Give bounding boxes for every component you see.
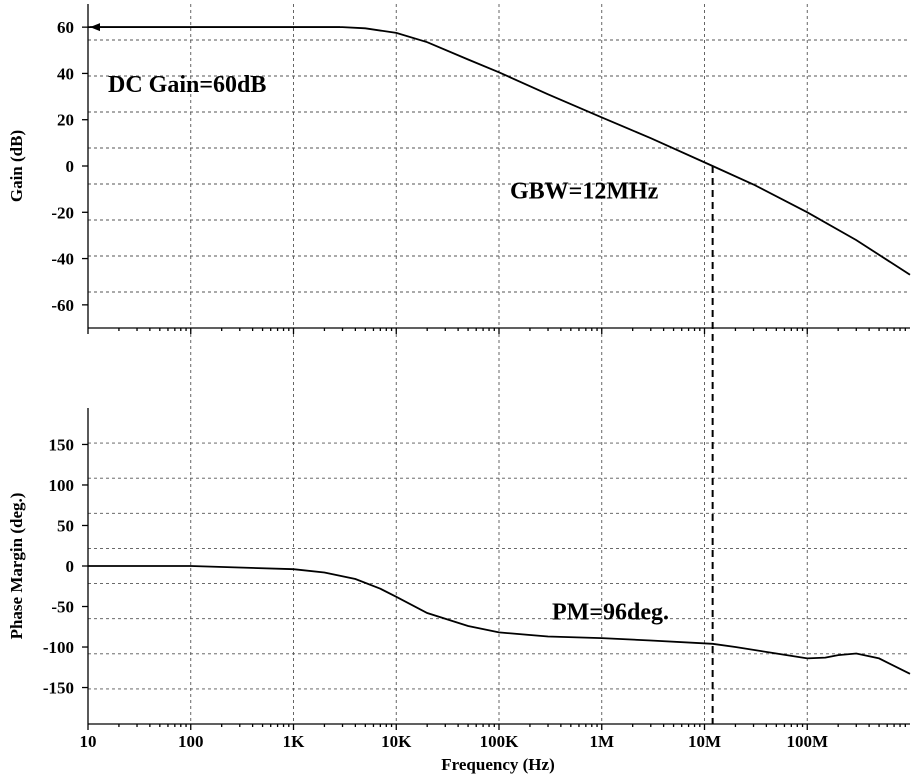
x-tick-label: 10	[80, 732, 97, 751]
y-tick-label: 20	[57, 111, 74, 130]
phase-panel: 150 100 50 0 -50 -100 -150 Phase Margin (deg.)	[7, 408, 911, 730]
phase-axis-title: Phase Margin (deg.)	[7, 493, 26, 640]
y-tick-label: 50	[57, 516, 74, 535]
x-tick-label: 100	[178, 732, 204, 751]
phase-curve	[88, 565, 911, 675]
y-tick-label: 0	[66, 557, 75, 576]
dc-gain-annotation: DC Gain=60dB	[108, 72, 266, 98]
gain-axis-title: Gain (dB)	[7, 130, 26, 202]
y-tick-label: -60	[51, 296, 74, 315]
y-tick-label: 0	[66, 157, 75, 176]
x-tick-label: 100M	[786, 732, 828, 751]
pm-annotation: PM=96deg.	[552, 599, 669, 625]
gbw-annotation: GBW=12MHz	[510, 178, 659, 204]
y-tick-label: 40	[57, 64, 74, 83]
y-tick-label: -150	[43, 679, 74, 698]
x-tick-label: 10K	[381, 732, 412, 751]
y-tick-label: 150	[49, 435, 75, 454]
x-axis-title: Frequency (Hz)	[441, 755, 554, 774]
y-tick-label: 60	[57, 18, 74, 37]
y-tick-label: -100	[43, 638, 74, 657]
y-tick-label: 100	[49, 476, 75, 495]
x-tick-label: 1M	[589, 732, 614, 751]
x-tick-label: 10M	[688, 732, 721, 751]
gain-panel: 60 40 20 0 -20 -40 -60 Gain (dB)	[7, 4, 911, 334]
y-tick-label: -20	[51, 203, 74, 222]
dc-gain-arrowhead	[90, 23, 100, 32]
x-tick-label: 100K	[480, 732, 520, 751]
y-tick-label: -40	[51, 250, 74, 269]
x-tick-label: 1K	[283, 732, 306, 751]
y-tick-label: -50	[51, 598, 74, 617]
